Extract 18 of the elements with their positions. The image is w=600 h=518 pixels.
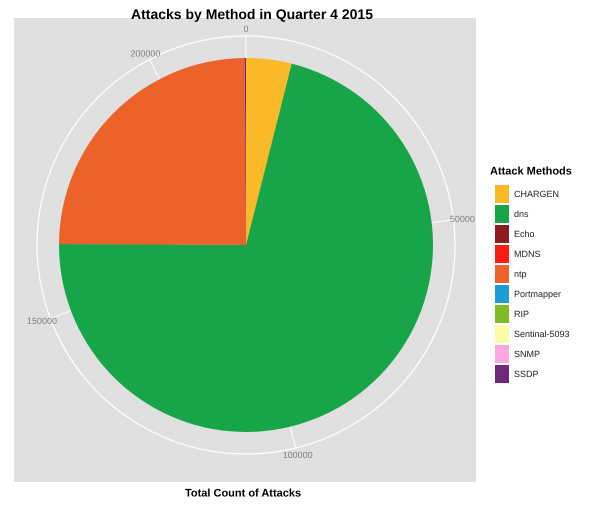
text: 100000 (282, 450, 313, 460)
text: Total Count of Attacks (185, 488, 302, 500)
legend-label: Sentinal-5093 (514, 329, 570, 339)
legend-label: SNMP (514, 349, 540, 359)
text: 50000 (450, 214, 475, 224)
legend-label: Echo (514, 229, 535, 239)
chart-title: Attacks by Method in Quarter 4 2015 (131, 6, 374, 22)
legend-label: MDNS (514, 249, 540, 259)
text: 150000 (26, 316, 57, 326)
legend-title: Attack Methods (490, 166, 572, 178)
legend-label: CHARGEN (514, 189, 560, 199)
legend-label: dns (514, 209, 530, 219)
legend-label: ntp (514, 269, 527, 279)
legend-label: RIP (514, 309, 530, 319)
legend-label: Portmapper (514, 289, 562, 299)
text: 200000 (130, 48, 160, 58)
text: 0 (243, 24, 249, 34)
legend-label: SSDP (514, 369, 539, 379)
